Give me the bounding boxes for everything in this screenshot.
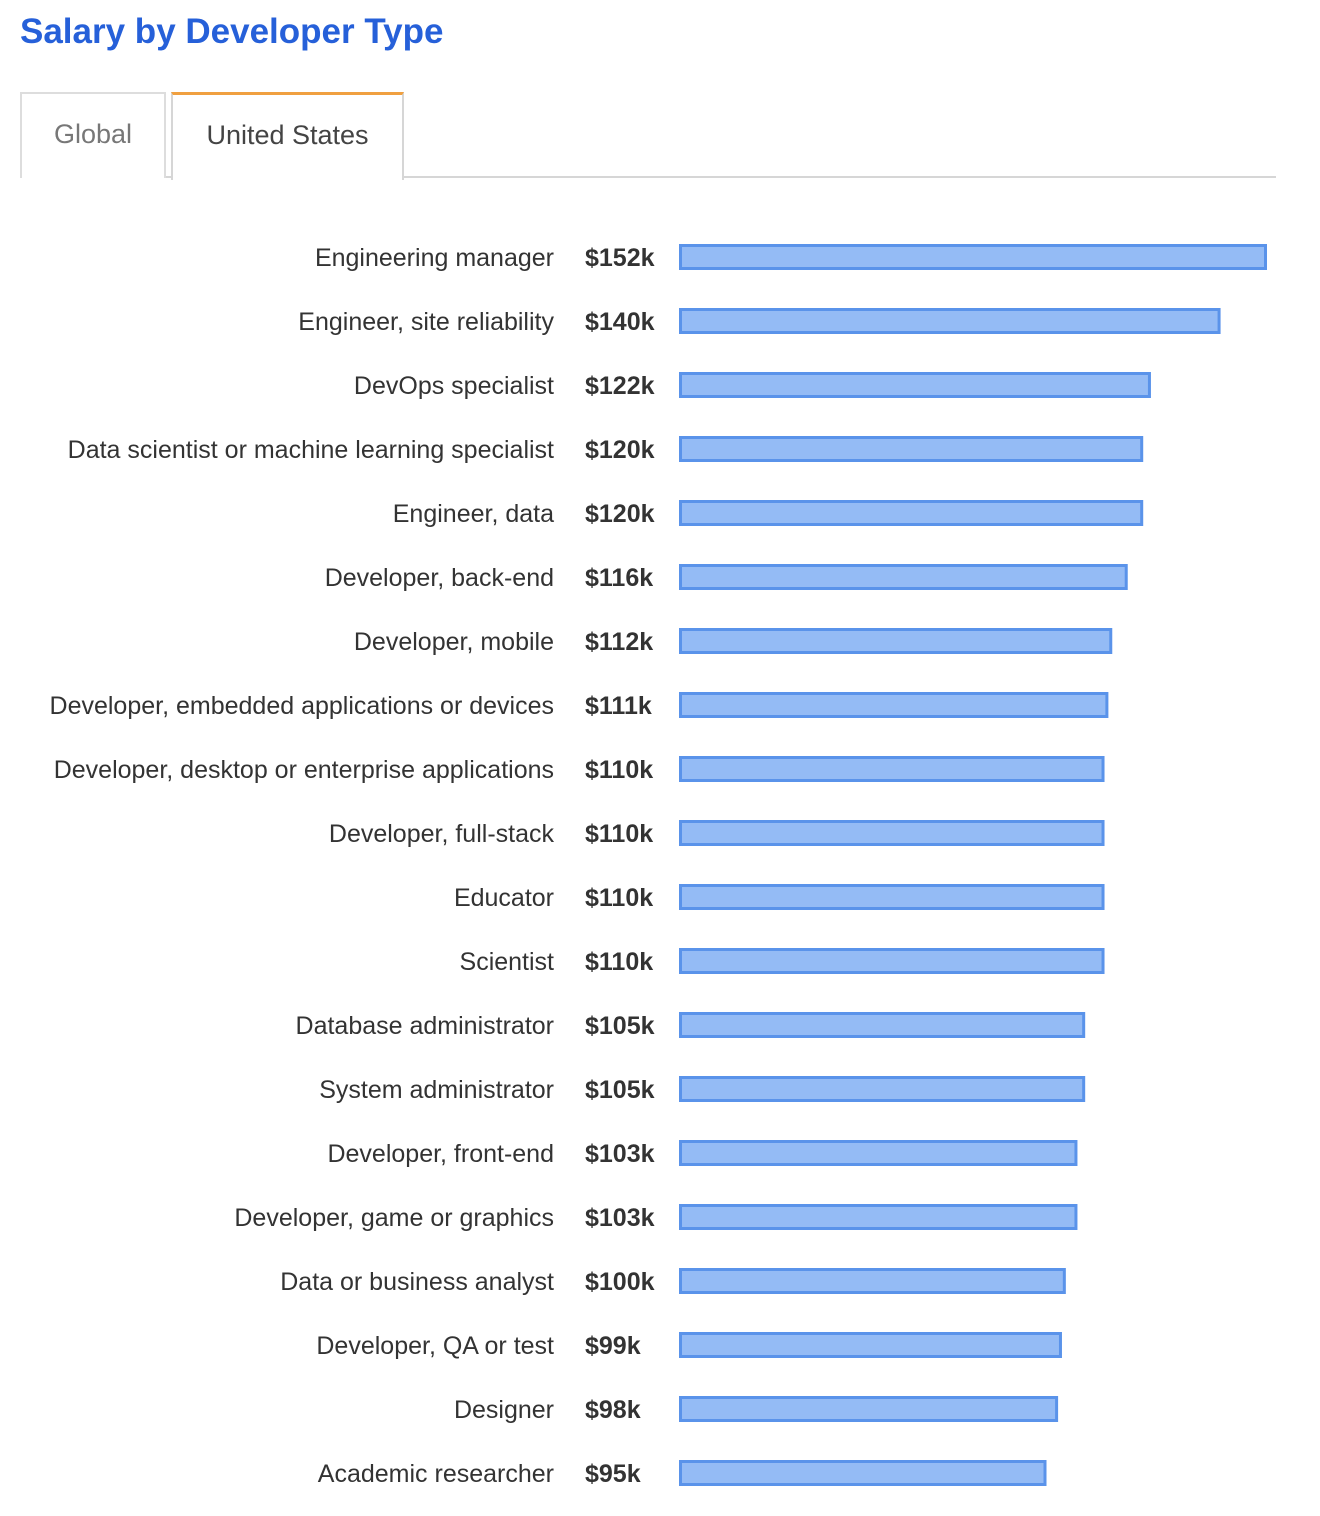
value-label: $120k [585, 436, 655, 464]
bar [679, 820, 1105, 846]
value-label: $98k [585, 1396, 641, 1424]
value-label: $152k [585, 244, 655, 272]
bar [679, 1012, 1086, 1038]
category-label: Developer, desktop or enterprise applica… [54, 756, 554, 784]
value-label: $103k [585, 1204, 655, 1232]
value-label: $99k [585, 1332, 641, 1360]
bar [679, 500, 1144, 526]
category-label: Data scientist or machine learning speci… [68, 436, 554, 464]
value-label: $105k [585, 1076, 655, 1104]
value-label: $110k [585, 948, 653, 976]
value-label: $112k [585, 628, 653, 656]
value-label: $120k [585, 500, 655, 528]
bar [679, 308, 1221, 334]
category-label: Developer, game or graphics [234, 1204, 554, 1232]
category-label: Educator [454, 884, 554, 912]
bar [679, 436, 1144, 462]
bar [679, 1332, 1062, 1358]
page-title: Salary by Developer Type [20, 12, 444, 51]
tab-united-states[interactable]: United States [171, 92, 404, 180]
category-label: Data or business analyst [280, 1268, 554, 1296]
tab-bar: Global United States [20, 92, 1276, 180]
bar [679, 244, 1267, 270]
value-label: $95k [585, 1460, 641, 1488]
category-label: Engineering manager [315, 244, 554, 272]
value-label: $140k [585, 308, 655, 336]
bar [679, 948, 1105, 974]
bar [679, 1396, 1059, 1422]
bar [679, 628, 1113, 654]
bar [679, 1204, 1078, 1230]
category-label: Designer [454, 1396, 554, 1424]
bar [679, 564, 1128, 590]
value-label: $110k [585, 884, 653, 912]
bar [679, 1268, 1066, 1294]
bar [679, 372, 1151, 398]
category-label: Developer, mobile [354, 628, 554, 656]
category-label: Developer, back-end [325, 564, 554, 592]
value-label: $116k [585, 564, 653, 592]
bar [679, 1460, 1047, 1486]
category-label: Developer, embedded applications or devi… [50, 692, 554, 720]
category-label: DevOps specialist [354, 372, 554, 400]
value-label: $103k [585, 1140, 655, 1168]
category-label: Database administrator [296, 1012, 554, 1040]
category-label: System administrator [319, 1076, 554, 1104]
bar [679, 1140, 1078, 1166]
category-label: Engineer, data [393, 500, 554, 528]
bar [679, 692, 1109, 718]
bar [679, 1076, 1086, 1102]
category-label: Developer, front-end [327, 1140, 554, 1168]
tab-global[interactable]: Global [20, 92, 166, 178]
category-label: Developer, QA or test [316, 1332, 554, 1360]
value-label: $100k [585, 1268, 655, 1296]
value-label: $110k [585, 756, 653, 784]
category-label: Engineer, site reliability [298, 308, 554, 336]
value-label: $122k [585, 372, 655, 400]
bar [679, 884, 1105, 910]
category-label: Developer, full-stack [329, 820, 555, 848]
value-label: $110k [585, 820, 653, 848]
value-label: $105k [585, 1012, 655, 1040]
category-label: Academic researcher [318, 1460, 554, 1488]
category-label: Scientist [460, 948, 555, 976]
value-label: $111k [585, 692, 652, 720]
bar [679, 756, 1105, 782]
